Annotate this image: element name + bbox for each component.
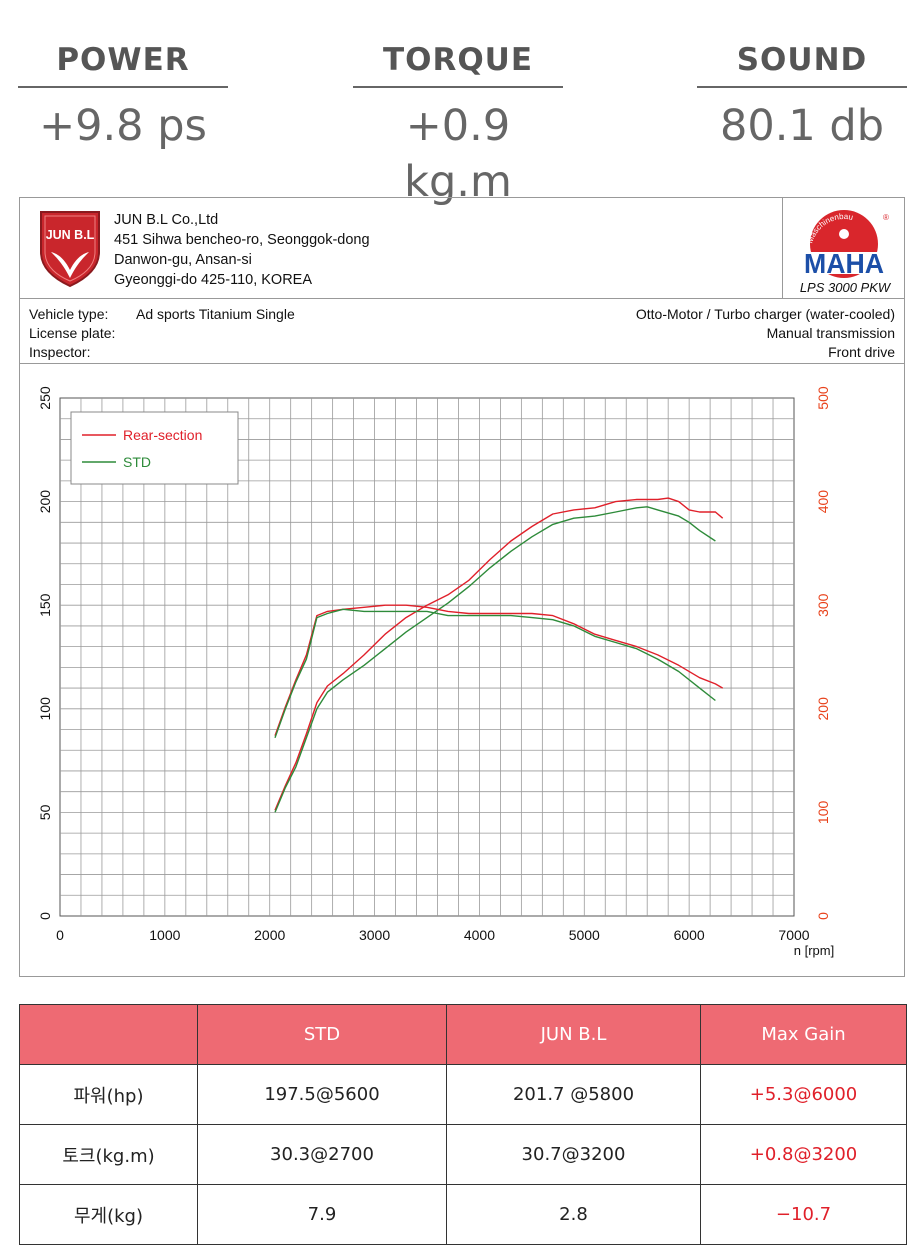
header-cell-junbl: JUN B.L [446, 1004, 701, 1065]
y-tick-label-right: 400 [815, 490, 831, 514]
torque-stat: TORQUE +0.9 kg.m [353, 38, 563, 210]
power-stat: POWER +9.8 ps [18, 38, 228, 154]
dyno-report: JUN B.L JUN B.L Co.,Ltd 451 Sihwa benche… [19, 197, 905, 977]
maha-registered: ® [883, 213, 889, 222]
drive-info: Front drive [828, 344, 895, 360]
y-tick-label-left: 250 [37, 386, 53, 410]
x-tick-label: 6000 [674, 927, 705, 943]
x-tick-label: 0 [56, 927, 64, 943]
sound-stat: SOUND 80.1 db [697, 38, 907, 154]
torque-value: +0.9 kg.m [404, 101, 512, 207]
y-tick-label-right: 200 [815, 697, 831, 721]
maha-brand-text: MAHA [804, 248, 884, 279]
junbl-logo: JUN B.L [40, 211, 100, 288]
power-value: +9.8 ps [39, 101, 207, 151]
table-header-row: STD JUN B.L Max Gain [19, 1004, 907, 1065]
maha-brand: Maschinenbau ® MAHA LPS 3000 PKW [782, 198, 905, 298]
torque-label: TORQUE [353, 38, 563, 88]
series-line-rear-section-power [274, 497, 724, 811]
performance-table: STD JUN B.L Max Gain 파워(hp) 197.5@5600 2… [19, 1004, 907, 1245]
engine-info: Otto-Motor / Turbo charger (water-cooled… [635, 306, 895, 322]
company-info: JUN B.L Co.,Ltd 451 Sihwa bencheo-ro, Se… [114, 210, 370, 290]
company-address-1: 451 Sihwa bencheo-ro, Seonggok-dong [114, 232, 370, 248]
vehicle-info: Vehicle type: Ad sports Titanium Single … [20, 299, 904, 364]
std-value: 7.9 [197, 1184, 447, 1245]
max-gain-value: +5.3@6000 [700, 1064, 907, 1125]
y-tick-label-left: 50 [37, 804, 53, 820]
x-tick-label: 7000 [778, 927, 809, 943]
x-tick-label: 5000 [569, 927, 600, 943]
logo-text: JUN B.L [46, 228, 95, 242]
std-value: 30.3@2700 [197, 1124, 447, 1185]
junbl-value: 2.8 [446, 1184, 701, 1245]
series-line-std-power [274, 506, 716, 813]
legend-label: STD [123, 454, 151, 470]
sound-label: SOUND [697, 38, 907, 88]
maha-model: LPS 3000 PKW [799, 280, 891, 295]
y-tick-label-right: 0 [815, 912, 831, 920]
std-value: 197.5@5600 [197, 1064, 447, 1125]
series-line-rear-section-torque [274, 604, 724, 736]
header-cell-max-gain: Max Gain [700, 1004, 907, 1065]
vehicle-type-label: Vehicle type: [29, 306, 109, 322]
x-axis-unit: n [rpm] [794, 943, 834, 958]
legend-box [70, 411, 239, 485]
junbl-value: 201.7 @5800 [446, 1064, 701, 1125]
transmission-info: Manual transmission [766, 325, 895, 341]
y-tick-label-left: 100 [37, 697, 53, 721]
y-tick-label-left: 0 [37, 912, 53, 920]
inspector-label: Inspector: [29, 344, 91, 360]
header-cell-empty [19, 1004, 198, 1065]
company-address-2: Danwon-gu, Ansan-si [114, 252, 252, 268]
junbl-value: 30.7@3200 [446, 1124, 701, 1185]
max-gain-value: −10.7 [700, 1184, 907, 1245]
header-cell-std: STD [197, 1004, 447, 1065]
sound-value: 80.1 db [719, 101, 884, 151]
y-tick-label-right: 300 [815, 593, 831, 617]
vehicle-row-2: License plate: Manual transmission [20, 324, 904, 343]
power-label: POWER [18, 38, 228, 88]
row-label: 파워(hp) [19, 1064, 198, 1125]
company-address-3: Gyeonggi-do 425-110, KOREA [114, 272, 313, 288]
series-line-std-torque [274, 608, 716, 739]
x-tick-label: 3000 [359, 927, 390, 943]
vehicle-row-3: Inspector: Front drive [20, 343, 904, 362]
y-tick-label-right: 500 [815, 386, 831, 410]
maha-logo: Maschinenbau ® MAHA [804, 210, 889, 279]
vehicle-type-value: Ad sports Titanium Single [136, 306, 295, 322]
x-tick-label: 2000 [254, 927, 285, 943]
company-name: JUN B.L Co.,Ltd [114, 212, 219, 228]
legend-label: Rear-section [123, 427, 202, 443]
table-row: 토크(kg.m) 30.3@2700 30.7@3200 +0.8@3200 [19, 1124, 907, 1185]
table-row: 무게(kg) 7.9 2.8 −10.7 [19, 1184, 907, 1245]
gear-icon [839, 229, 849, 239]
row-label: 무게(kg) [19, 1184, 198, 1245]
table-row: 파워(hp) 197.5@5600 201.7 @5800 +5.3@6000 [19, 1064, 907, 1125]
row-label: 토크(kg.m) [19, 1124, 198, 1185]
max-gain-value: +0.8@3200 [700, 1124, 907, 1185]
license-plate-label: License plate: [29, 325, 116, 341]
report-header: JUN B.L JUN B.L Co.,Ltd 451 Sihwa benche… [20, 198, 904, 299]
y-tick-label-right: 100 [815, 801, 831, 825]
x-tick-label: 1000 [149, 927, 180, 943]
vehicle-row-1: Vehicle type: Ad sports Titanium Single … [20, 305, 904, 324]
y-tick-label-left: 150 [37, 593, 53, 617]
y-tick-label-left: 200 [37, 490, 53, 514]
x-tick-label: 4000 [464, 927, 495, 943]
